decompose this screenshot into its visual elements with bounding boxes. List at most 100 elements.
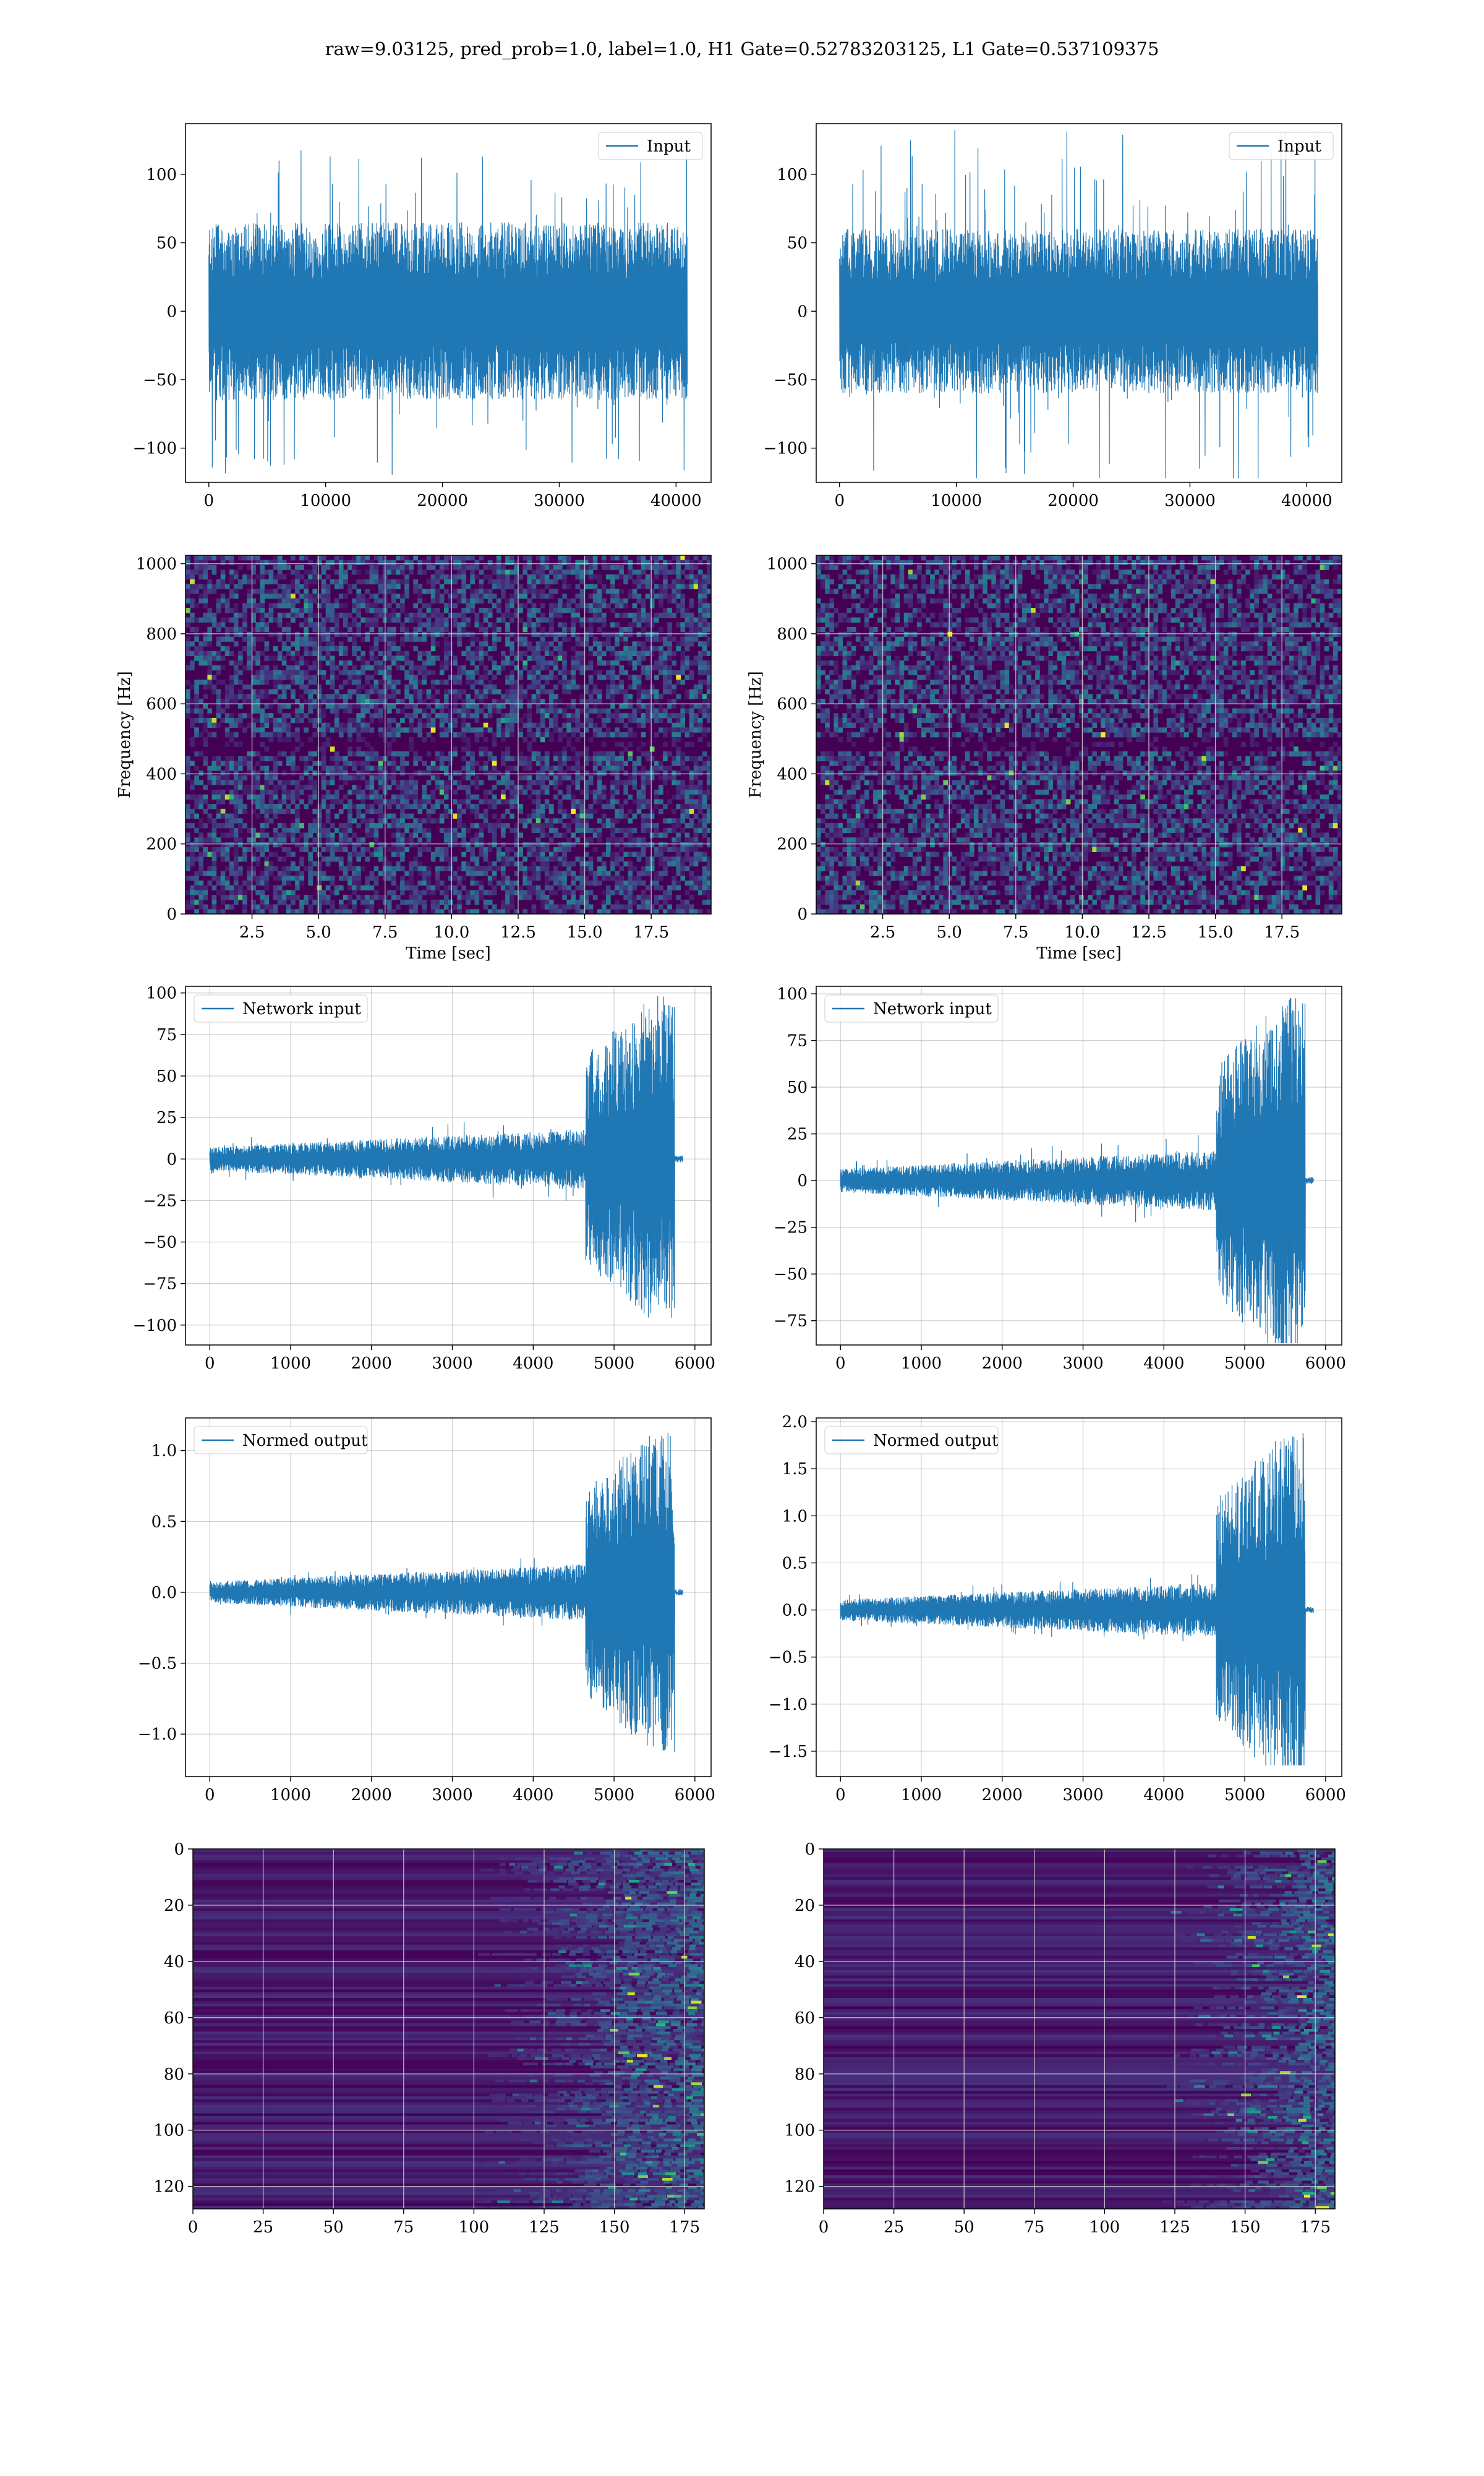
heatmap-cell — [212, 818, 217, 823]
heatmap-cell — [365, 833, 370, 838]
heatmap-cell — [615, 651, 620, 656]
heatmap-cell — [265, 665, 270, 670]
heatmap-cell — [370, 842, 375, 847]
heatmap-cell — [540, 689, 545, 694]
heatmap-cell — [628, 646, 633, 651]
heatmap-cell — [553, 775, 558, 780]
heatmap-cell — [348, 723, 352, 728]
heatmap-cell — [641, 608, 646, 613]
heatmap-cell — [322, 804, 326, 809]
heatmap-cell — [431, 809, 436, 814]
heatmap-cell — [549, 809, 554, 814]
heatmap-cell — [623, 627, 628, 632]
heatmap-cell — [540, 589, 545, 594]
heatmap-cell — [589, 627, 594, 632]
heatmap-cell — [291, 828, 296, 833]
heatmap-cell — [229, 818, 234, 823]
heatmap-cell — [273, 804, 278, 809]
heatmap-cell — [404, 727, 409, 732]
heatmap-cell — [212, 900, 217, 905]
heatmap-cell — [391, 895, 396, 900]
heatmap-cell — [475, 651, 480, 656]
heatmap-cell — [212, 847, 217, 852]
heatmap-cell — [343, 665, 348, 670]
heatmap-cell — [348, 790, 352, 795]
heatmap-cell — [453, 622, 458, 627]
heatmap-cell — [391, 608, 396, 613]
heatmap-cell — [650, 632, 655, 637]
heatmap-cell — [606, 689, 611, 694]
heatmap-cell — [422, 670, 427, 675]
heatmap-cell — [378, 555, 383, 560]
heatmap-cell — [540, 823, 545, 828]
heatmap-cell — [505, 799, 510, 804]
heatmap-cell — [505, 766, 510, 771]
heatmap-cell — [216, 761, 221, 766]
heatmap-cell — [536, 660, 541, 665]
heatmap-cell — [391, 655, 396, 660]
heatmap-cell — [417, 847, 422, 852]
heatmap-cell — [417, 665, 422, 670]
heatmap-cell — [492, 890, 497, 895]
heatmap-cell — [663, 727, 668, 732]
heatmap-cell — [484, 866, 488, 871]
heatmap-cell — [492, 771, 497, 775]
heatmap-cell — [378, 809, 383, 814]
heatmap-cell — [606, 694, 611, 699]
heatmap-cell — [484, 632, 488, 637]
heatmap-cell — [461, 895, 466, 900]
heatmap-cell — [633, 651, 638, 656]
heatmap-cell — [260, 766, 265, 771]
heatmap-cell — [606, 670, 611, 675]
heatmap-cell — [562, 905, 567, 910]
heatmap-cell — [203, 823, 208, 828]
heatmap-cell — [558, 622, 563, 627]
heatmap-cell — [413, 685, 418, 689]
heatmap-cell — [676, 555, 681, 560]
heatmap-cell — [356, 603, 361, 608]
heatmap-cell — [400, 665, 405, 670]
heatmap-cell — [391, 866, 396, 871]
heatmap-cell — [400, 555, 405, 560]
heatmap-cell — [308, 641, 313, 646]
heatmap-cell — [396, 837, 401, 842]
heatmap-cell — [497, 570, 501, 574]
heatmap-cell — [221, 847, 226, 852]
heatmap-cell — [186, 905, 190, 910]
heatmap-cell — [242, 579, 247, 584]
heatmap-cell — [343, 670, 348, 675]
heatmap-cell — [540, 709, 545, 714]
heatmap-cell — [203, 680, 208, 685]
heatmap-cell — [444, 555, 449, 560]
heatmap-cell — [505, 603, 510, 608]
heatmap-cell — [194, 876, 199, 881]
heatmap-cell — [422, 761, 427, 766]
heatmap-cell — [186, 761, 190, 766]
heatmap-cell — [654, 718, 659, 723]
heatmap-cell — [575, 823, 580, 828]
heatmap-cell — [278, 651, 283, 656]
heatmap-cell — [360, 795, 365, 800]
heatmap-cell — [295, 680, 300, 685]
heatmap-cell — [615, 685, 620, 689]
heatmap-cell — [440, 852, 445, 857]
heatmap-cell — [291, 795, 296, 800]
heatmap-cell — [304, 618, 309, 623]
heatmap-cell — [391, 876, 396, 881]
heatmap-cell — [589, 651, 594, 656]
heatmap-cell — [505, 718, 510, 723]
heatmap-cell — [370, 790, 375, 795]
heatmap-cell — [304, 847, 309, 852]
heatmap-cell — [216, 608, 221, 613]
heatmap-cell — [676, 756, 681, 761]
heatmap-cell — [400, 809, 405, 814]
heatmap-cell — [339, 579, 344, 584]
heatmap-cell — [484, 713, 488, 718]
heatmap-cell — [422, 828, 427, 833]
heatmap-cell — [580, 814, 585, 819]
heatmap-cell — [409, 637, 414, 642]
heatmap-cell — [602, 660, 607, 665]
heatmap-cell — [265, 790, 270, 795]
heatmap-cell — [484, 675, 488, 680]
